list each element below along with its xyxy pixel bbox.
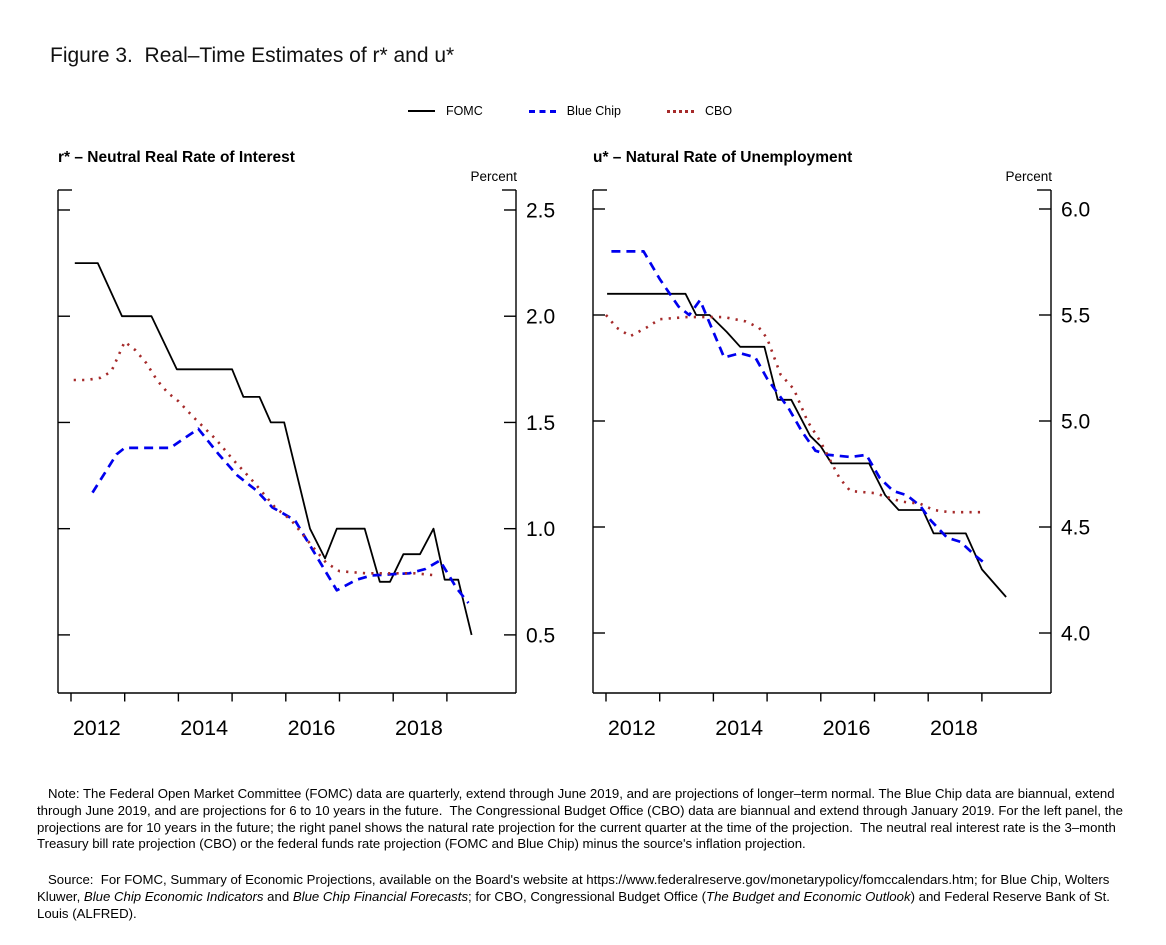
x-tick-label: 2016: [823, 716, 871, 740]
legend-label-fomc: FOMC: [445, 104, 483, 118]
source-segment-0: Source: For FOMC, Summary of Economic Pr…: [37, 872, 1114, 904]
x-tick-label: 2012: [608, 716, 656, 740]
panel-title-r-star: r* – Neutral Real Rate of Interest: [58, 149, 295, 166]
source-segment-4: ; for CBO, Congressional Budget Office (: [468, 888, 707, 904]
source-text: Source: For FOMC, Summary of Economic Pr…: [37, 872, 1141, 922]
y-tick-label: 1.5: [526, 412, 555, 435]
x-tick-label: 2014: [180, 716, 228, 740]
y-tick-label: 1.0: [526, 518, 555, 541]
panel-r-star: 0.5 1.0 1.5 2.0 2.5 2012 2014 2016 2018: [57, 189, 555, 740]
source-segment-1: Blue Chip Economic Indicators: [83, 888, 264, 904]
legend-label-blue-chip: Blue Chip: [566, 104, 621, 118]
series-line-u-star-fomc: [607, 292, 1007, 598]
y-tick-label: 6.0: [1061, 198, 1090, 221]
series-line-r-star-cbo: [73, 340, 437, 577]
legend-label-cbo: CBO: [704, 104, 733, 118]
panel-u-star: 4.0 4.5 5.0 5.5 6.0 2012 2014 2016 2018: [592, 189, 1090, 740]
x-tick-label: 2018: [395, 716, 443, 740]
legend-item-fomc: FOMC: [407, 104, 483, 118]
series-line-u-star-cbo: [605, 314, 982, 514]
y-tick-label: 5.5: [1061, 304, 1090, 327]
y-tick-label: 4.5: [1061, 517, 1090, 540]
note-text: Note: The Federal Open Market Committee …: [37, 786, 1127, 852]
unit-label-u-star: Percent: [1005, 169, 1052, 184]
legend-item-cbo: CBO: [666, 104, 733, 118]
series-line-r-star-fomc: [74, 262, 473, 636]
y-tick-label: 0.5: [526, 624, 555, 647]
unit-label-r-star: Percent: [470, 169, 517, 184]
cbo-line-sample-icon: [666, 109, 694, 113]
y-tick-label: 2.5: [526, 199, 555, 222]
y-tick-label: 5.0: [1061, 410, 1090, 433]
x-tick-label: 2016: [288, 716, 336, 740]
legend: FOMC Blue Chip CBO: [0, 104, 1140, 118]
legend-item-blue-chip: Blue Chip: [528, 104, 621, 118]
x-tick-label: 2018: [930, 716, 978, 740]
y-tick-label: 4.0: [1061, 623, 1090, 646]
blue-chip-line-sample-icon: [528, 109, 556, 113]
series-line-u-star-blue-chip: [611, 250, 986, 565]
source-segment-2: and: [263, 888, 293, 904]
y-tick-label: 2.0: [526, 306, 555, 329]
series-line-r-star-blue-chip: [91, 427, 470, 604]
figure-title: Figure 3. Real–Time Estimates of r* and …: [50, 44, 455, 67]
panel-title-u-star: u* – Natural Rate of Unemployment: [593, 149, 853, 166]
source-segment-6: ) and Federal Reserve Bank of St. Louis …: [37, 888, 1114, 921]
fomc-line-sample-icon: [407, 110, 435, 112]
x-tick-label: 2012: [73, 716, 121, 740]
source-segment-5: The Budget and Economic Outlook: [706, 888, 911, 904]
source-segment-3: Blue Chip Financial Forecasts: [292, 888, 469, 904]
x-tick-label: 2014: [715, 716, 763, 740]
